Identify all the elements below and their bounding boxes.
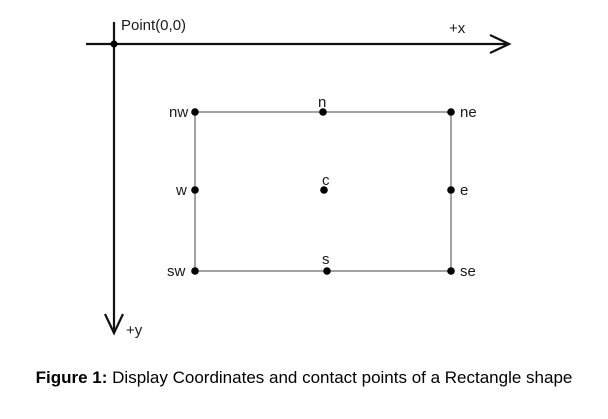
label-w: w	[175, 182, 187, 199]
label-nw: nw	[169, 104, 188, 121]
point-n	[319, 108, 327, 116]
figure-caption: Figure 1: Display Coordinates and contac…	[0, 368, 608, 388]
point-nw	[191, 108, 199, 116]
y-axis-label: +y	[126, 322, 143, 339]
point-ne	[447, 108, 455, 116]
point-c	[320, 186, 328, 194]
figure-caption-text: Display Coordinates and contact points o…	[112, 368, 573, 387]
point-w	[191, 186, 199, 194]
point-sw	[191, 267, 199, 275]
point-se	[447, 267, 455, 275]
label-se: se	[460, 263, 476, 280]
point-s	[323, 267, 331, 275]
label-n: n	[318, 94, 326, 111]
x-axis-label: +x	[449, 20, 466, 37]
label-sw: sw	[167, 263, 186, 280]
x-axis-arrowhead	[489, 34, 512, 54]
label-c: c	[322, 172, 330, 189]
label-e: e	[460, 182, 468, 199]
figure-caption-prefix: Figure 1:	[35, 368, 108, 387]
point-e	[447, 186, 455, 194]
y-axis-arrowhead	[104, 313, 124, 336]
origin-point	[110, 40, 118, 48]
origin-label: Point(0,0)	[121, 17, 186, 34]
label-s: s	[322, 251, 330, 268]
label-ne: ne	[460, 104, 477, 121]
